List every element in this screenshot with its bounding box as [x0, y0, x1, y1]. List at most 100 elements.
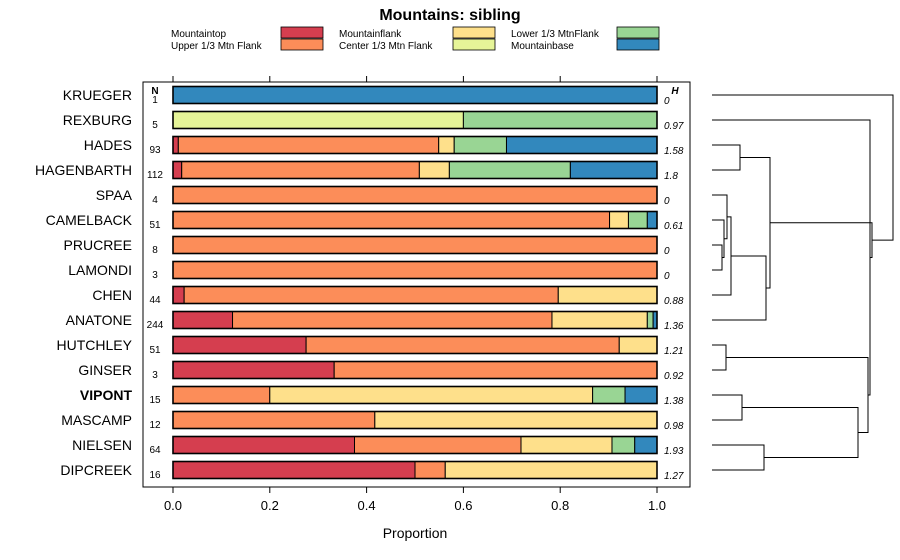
dendrogram — [712, 94, 894, 471]
row-label: HAGENBARTH — [35, 162, 132, 178]
bar-segment-mountainbase — [624, 386, 658, 404]
bar-segment-upper-1-3-mtn-flank — [177, 136, 440, 154]
n-value: 1 — [152, 95, 158, 106]
h-value: 1.93 — [664, 446, 684, 457]
bar-segment-mountaintop — [172, 361, 335, 379]
bar-outline — [172, 135, 658, 155]
row-label: MASCAMP — [61, 412, 132, 428]
row-label: ANATONE — [66, 312, 132, 328]
n-value: 15 — [149, 395, 161, 406]
x-tick-label: 0.8 — [551, 498, 569, 513]
bar-outline — [172, 85, 658, 105]
legend-label-center-1-3-mtn-flank: Center 1/3 Mtn Flank — [339, 41, 433, 52]
bar-row-hutchley: HUTCHLEY 51 1.21 — [57, 335, 683, 357]
bar-segment-upper-1-3-mtn-flank — [181, 161, 420, 179]
h-value: 1.36 — [664, 321, 684, 332]
bar-row-hagenbarth: HAGENBARTH 112 1.8 — [35, 160, 678, 182]
dendrogram-link — [742, 407, 859, 458]
bar-segment-mountainflank — [520, 436, 613, 454]
legend-swatch-center-1-3-mtn-flank — [452, 38, 496, 51]
n-column-header: N — [151, 86, 158, 97]
n-value: 64 — [149, 445, 161, 456]
n-value: 244 — [147, 320, 164, 331]
bar-segment-upper-1-3-mtn-flank — [172, 211, 611, 229]
bar-segment-upper-1-3-mtn-flank — [354, 436, 522, 454]
x-tick-label: 0.6 — [454, 498, 472, 513]
dendrogram-link — [726, 357, 869, 433]
bar-row-rexburg: REXBURG 5 0.97 — [63, 110, 684, 132]
h-value: 0.97 — [664, 121, 684, 132]
bar-segment-upper-1-3-mtn-flank — [172, 386, 271, 404]
bar-segment-mountainflank — [444, 461, 658, 479]
h-value: 0 — [664, 196, 670, 207]
x-axis: 0.0 0.2 0.4 0.6 0.8 1.0 — [164, 76, 666, 513]
bar-row-prucree: PRUCREE 8 0 — [64, 235, 670, 257]
bar-row-spaa: SPAA 4 0 — [96, 185, 670, 207]
bar-row-nielsen: NIELSEN 64 1.93 — [72, 435, 684, 457]
bar-segment-lower-1-3-mtnflank — [611, 436, 636, 454]
row-label: VIPONT — [80, 387, 133, 403]
dendrogram-link — [712, 144, 741, 171]
bar-outline — [172, 260, 658, 280]
bar-row-mascamp: MASCAMP 12 0.98 — [61, 410, 684, 432]
n-value: 5 — [152, 120, 158, 131]
bar-outline — [172, 310, 658, 330]
bar-outline — [172, 360, 658, 380]
bar-segment-upper-1-3-mtn-flank — [172, 236, 658, 254]
bar-segment-lower-1-3-mtnflank — [462, 111, 658, 129]
bar-segment-upper-1-3-mtn-flank — [305, 336, 620, 354]
bar-segment-mountainflank — [269, 386, 594, 404]
bar-segment-mountaintop — [172, 336, 307, 354]
h-value: 1.58 — [664, 146, 684, 157]
n-value: 8 — [152, 245, 158, 256]
legend-label-mountainflank: Mountainflank — [339, 29, 402, 40]
row-label: CHEN — [92, 287, 132, 303]
h-value: 1.38 — [664, 396, 684, 407]
dendrogram-link — [712, 119, 871, 396]
bar-segment-mountaintop — [172, 461, 416, 479]
x-tick-label: 0.2 — [261, 498, 279, 513]
bar-segment-upper-1-3-mtn-flank — [333, 361, 658, 379]
bar-segment-mountaintop — [172, 311, 234, 329]
bar-segment-mountainbase — [634, 436, 658, 454]
legend-label-upper-1-3-mtn-flank: Upper 1/3 Mtn Flank — [171, 41, 263, 52]
bar-outline — [172, 235, 658, 255]
dendrogram-link — [712, 255, 767, 321]
bar-outline — [172, 410, 658, 430]
row-label: SPAA — [96, 187, 133, 203]
bar-outline — [172, 385, 658, 405]
bar-segment-mountainflank — [438, 136, 455, 154]
bar-row-chen: CHEN 44 0.88 — [92, 285, 684, 307]
legend-label-mountaintop: Mountaintop — [171, 29, 226, 40]
n-value: 4 — [152, 195, 158, 206]
bar-segment-mountainflank — [551, 311, 648, 329]
row-label: REXBURG — [63, 112, 132, 128]
legend-label-lower-1-3-mtnflank: Lower 1/3 MtnFlank — [511, 29, 600, 40]
bar-segment-upper-1-3-mtn-flank — [172, 186, 658, 204]
bar-outline — [172, 160, 658, 180]
bar-outline — [172, 210, 658, 230]
n-value: 93 — [149, 145, 161, 156]
n-value: 16 — [149, 470, 161, 481]
bar-segment-center-1-3-mtn-flank — [172, 111, 464, 129]
x-tick-label: 1.0 — [648, 498, 666, 513]
legend-swatch-mountainflank — [452, 26, 496, 39]
plot-frame — [142, 81, 691, 488]
bar-row-ginser: GINSER 3 0.92 — [78, 360, 684, 382]
n-value: 112 — [147, 170, 163, 181]
bar-segment-mountaintop — [172, 436, 355, 454]
bar-row-dipcreek: DIPCREEK 16 1.27 — [60, 460, 684, 482]
bar-segment-lower-1-3-mtnflank — [592, 386, 626, 404]
h-value: 1.8 — [664, 171, 678, 182]
bar-segment-mountainflank — [418, 161, 450, 179]
bar-segment-mountainflank — [374, 411, 658, 429]
bar-outline — [172, 335, 658, 355]
bar-outline — [172, 460, 658, 480]
bar-segment-upper-1-3-mtn-flank — [414, 461, 446, 479]
legend-swatch-mountainbase — [616, 38, 660, 51]
bar-segment-mountainflank — [618, 336, 658, 354]
h-column-header: H — [671, 86, 679, 97]
row-label: HUTCHLEY — [57, 337, 133, 353]
